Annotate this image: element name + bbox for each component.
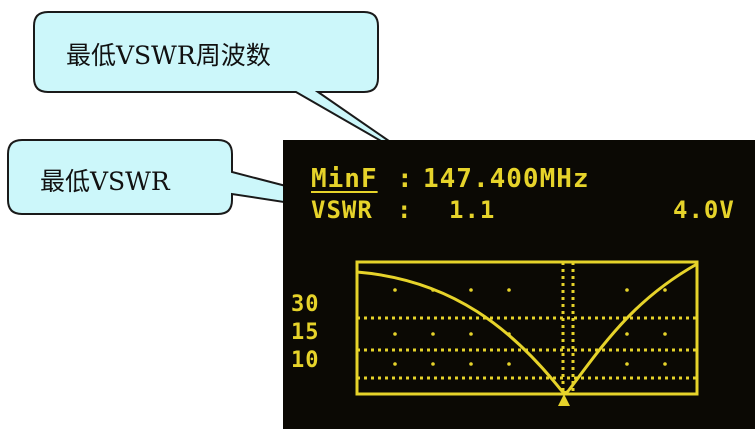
vswr-label: VSWR: [311, 196, 373, 224]
vswr-curve: [356, 262, 698, 394]
min-frequency-value: 147.400MHz: [423, 164, 590, 194]
callout-min-frequency-bubble: [33, 11, 429, 169]
callout-min-vswr-text: 最低VSWR: [40, 167, 170, 196]
minimum-marker: [558, 394, 570, 406]
scale-label-30: 30: [291, 292, 320, 317]
vswr-graph: [355, 260, 699, 406]
vswr-separator: :: [397, 196, 413, 224]
scale-label-15: 15: [291, 320, 320, 345]
scale-label-10: 10: [291, 348, 320, 373]
graph-frame: [355, 260, 699, 396]
battery-voltage: 4.0V: [673, 196, 735, 224]
lcd-display: MinF : 147.400MHz VSWR : 1.1 4.0V 30 15 …: [283, 140, 755, 429]
min-frequency-separator: :: [397, 164, 414, 194]
vswr-value: 1.1: [449, 196, 496, 224]
callout-min-frequency-text: 最低VSWR周波数: [66, 41, 271, 70]
min-frequency-label: MinF: [311, 164, 378, 194]
